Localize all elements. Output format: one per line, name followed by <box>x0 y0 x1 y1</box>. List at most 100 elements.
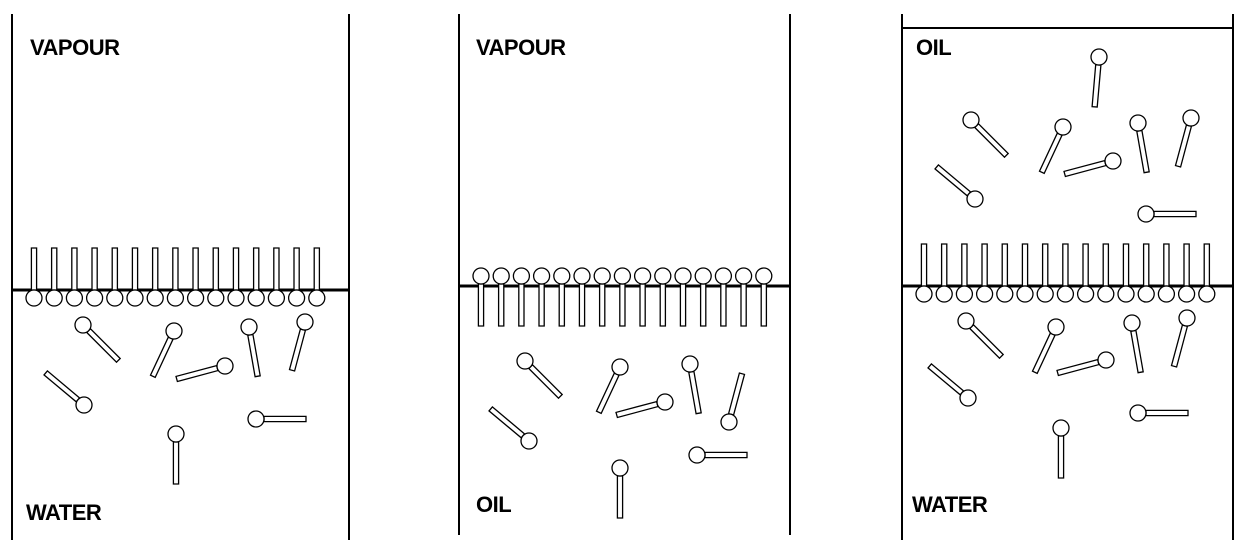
polar-head <box>472 267 490 285</box>
surfactant-molecule <box>1036 243 1054 303</box>
hydrophobic-tail <box>273 247 280 291</box>
monolayer <box>915 243 1216 303</box>
bulk-molecules <box>43 313 314 485</box>
surfactant-molecule <box>611 459 629 519</box>
polar-head <box>1016 285 1034 303</box>
surfactant-molecule <box>106 247 124 307</box>
surfactant-molecule <box>247 247 265 307</box>
surfactant-molecule <box>962 111 1010 159</box>
hydrophobic-tail <box>151 247 159 291</box>
hydrophobic-tail <box>497 283 505 327</box>
hydrophobic-tail <box>704 451 748 459</box>
hydrophobic-tail <box>85 327 122 364</box>
surfactant-molecule <box>955 243 974 303</box>
surfactant-molecule <box>934 163 984 208</box>
hydrophobic-tail <box>527 363 564 400</box>
surfactant-molecule <box>1117 243 1135 303</box>
surfactant-molecule <box>516 352 564 400</box>
polar-head <box>1137 285 1155 303</box>
polar-head <box>573 267 591 285</box>
panel-oil-vapour: VAPOUR OIL <box>458 14 791 535</box>
polar-head <box>915 285 933 303</box>
hydrophobic-tail <box>1136 129 1150 174</box>
surfactant-molecule <box>1038 118 1072 175</box>
hydrophobic-tail <box>558 283 566 327</box>
surfactant-molecule <box>1056 351 1115 377</box>
hydrophobic-tail <box>1038 132 1063 175</box>
surfactant-molecule <box>720 372 746 431</box>
surfactant-molecule <box>654 267 672 327</box>
hydrophobic-tail <box>1021 243 1029 287</box>
hydrophobic-tail <box>1057 435 1065 479</box>
polar-head <box>1054 118 1072 136</box>
polar-head <box>240 318 258 336</box>
polar-head <box>1129 404 1147 422</box>
hydrophobic-tail <box>172 441 180 485</box>
polar-head <box>957 312 975 330</box>
hydrophobic-tail <box>920 243 928 287</box>
hydrophobic-tail <box>679 283 687 327</box>
polar-head <box>674 267 692 285</box>
polar-head <box>959 389 977 407</box>
polar-head <box>512 267 531 285</box>
hydrophobic-tail <box>30 247 38 291</box>
hydrophobic-tail <box>1001 243 1009 287</box>
polar-head <box>720 413 738 431</box>
surfactant-molecule <box>1123 314 1144 374</box>
polar-head <box>681 355 699 373</box>
surfactant-molecule <box>957 312 1005 360</box>
surfactant-molecule <box>1129 114 1150 174</box>
polar-head <box>694 267 712 285</box>
hydrophobic-tail <box>50 247 58 291</box>
phase-label-top: VAPOUR <box>476 35 566 60</box>
hydrophobic-tail <box>1153 210 1197 218</box>
polar-head <box>532 267 551 285</box>
hydrophobic-tail <box>149 336 174 379</box>
surfactant-molecule <box>1177 243 1196 303</box>
hydrophobic-tail <box>1031 332 1056 375</box>
surfactant-molecule <box>492 267 510 327</box>
surfactant-molecule <box>85 247 104 307</box>
surfactant-molecule <box>126 247 144 307</box>
hydrophobic-tail <box>973 122 1010 159</box>
surfactant-molecule <box>615 393 674 419</box>
surfactant-molecule <box>166 247 185 307</box>
hydrophobic-tail <box>172 247 179 291</box>
polar-head <box>1097 351 1115 369</box>
polar-head <box>308 289 326 307</box>
surfactant-molecule <box>74 316 122 364</box>
polar-head <box>45 289 63 307</box>
hydrophobic-tail <box>1056 358 1100 377</box>
polar-head <box>1177 285 1196 303</box>
surfactant-molecule <box>553 267 571 327</box>
surfactant-molecule <box>287 247 306 307</box>
hydrophobic-tail <box>247 333 261 378</box>
hydrophobic-tail <box>293 247 300 291</box>
hydrophobic-tail <box>1091 63 1102 108</box>
surfactant-molecule <box>488 405 538 450</box>
polar-head <box>975 285 994 303</box>
hydrophobic-tail <box>1041 243 1049 287</box>
surfactant-molecule <box>1170 309 1196 368</box>
panel-water-vapour: VAPOUR WATER <box>11 14 350 540</box>
polar-head <box>755 267 773 285</box>
hydrophobic-tail <box>111 247 119 291</box>
polar-head <box>25 289 43 307</box>
polar-head <box>126 289 144 307</box>
hydrophobic-tail <box>968 323 1005 360</box>
surfactant-molecule <box>755 267 773 327</box>
hydrophobic-tail <box>688 370 702 415</box>
hydrophobic-tail <box>1082 243 1089 287</box>
hydrophobic-tail <box>740 283 747 327</box>
surfactant-molecule <box>267 247 286 307</box>
polar-head <box>146 289 164 307</box>
hydrophobic-tail <box>71 247 78 291</box>
surfactant-molecule <box>247 410 307 428</box>
polar-head <box>734 267 753 285</box>
polar-head <box>227 289 245 307</box>
polar-head <box>247 410 265 428</box>
polar-head <box>553 267 571 285</box>
polar-head <box>966 190 984 208</box>
polar-head <box>1123 314 1141 332</box>
phase-label-bottom: WATER <box>912 492 988 517</box>
